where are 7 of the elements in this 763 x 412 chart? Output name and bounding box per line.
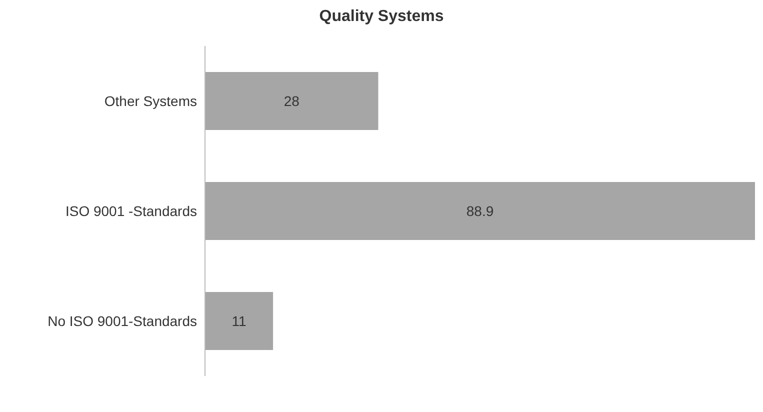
data-label: 28 <box>284 92 300 109</box>
chart-title: Quality Systems <box>318 8 445 26</box>
y-tick-label: No ISO 9001-Standards <box>48 312 197 329</box>
y-tick-label: Other Systems <box>104 92 197 109</box>
data-label: 88.9 <box>466 202 494 219</box>
data-label: 11 <box>232 312 246 329</box>
y-tick-label: ISO 9001 -Standards <box>65 202 197 219</box>
